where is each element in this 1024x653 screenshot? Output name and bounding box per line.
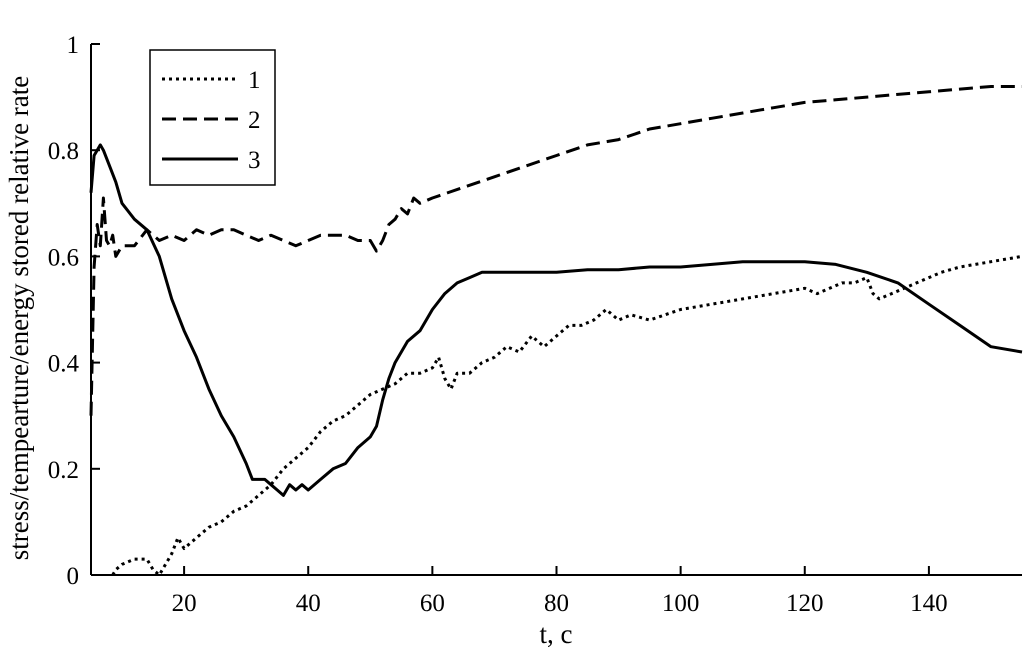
legend-label-2: 2 — [248, 107, 261, 134]
x-tick-label: 60 — [420, 590, 445, 617]
legend-label-1: 1 — [248, 67, 261, 94]
series-line-3 — [89, 143, 1023, 497]
x-tick-label: 140 — [910, 590, 948, 617]
axes: 20 40 60 80 100 120 140 0 0.2 0.4 0.6 0.8 1 — [48, 32, 1022, 617]
x-tick-label: 100 — [662, 590, 700, 617]
legend: 1 2 3 — [149, 49, 276, 186]
series-layer — [89, 85, 1023, 577]
x-tick-label: 80 — [544, 590, 569, 617]
x-tick-label: 20 — [172, 590, 197, 617]
x-axis-label: t, c — [540, 619, 573, 649]
y-tick-label: 0.6 — [48, 244, 79, 271]
y-axis-label: stress/tempearture/energy stored relativ… — [4, 76, 34, 561]
y-tick-label: 0.2 — [48, 457, 79, 484]
legend-label-3: 3 — [248, 147, 261, 174]
x-tick-label: 120 — [786, 590, 824, 617]
y-tick-label: 0.4 — [48, 351, 80, 378]
y-tick-label: 0 — [67, 563, 80, 590]
y-tick-label: 0.8 — [48, 138, 79, 165]
x-tick-label: 40 — [296, 590, 321, 617]
series-line-2 — [89, 85, 1022, 416]
y-tick-label: 1 — [67, 32, 80, 59]
series-line-1 — [111, 254, 1023, 577]
